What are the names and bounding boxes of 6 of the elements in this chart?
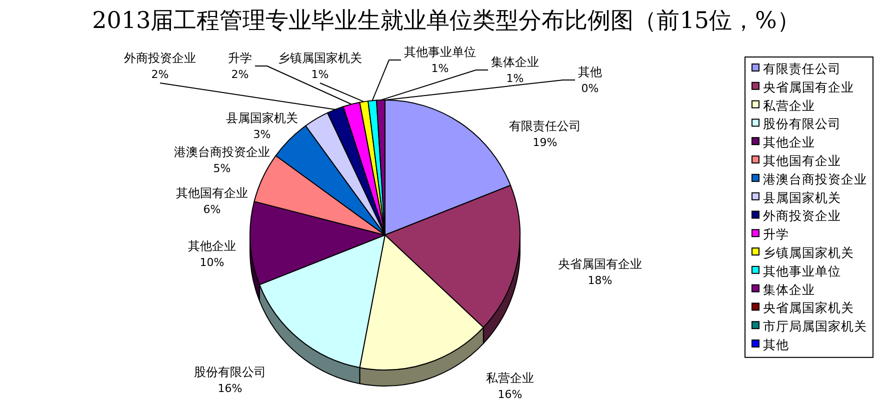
legend-label: 私营企业 xyxy=(763,98,815,113)
title: 2013届工程管理专业毕业生就业单位类型分布比例图（前15位，%） xyxy=(92,8,800,34)
legend-label: 其他 xyxy=(763,337,789,352)
legend-label: 升学 xyxy=(763,226,789,242)
legend-label: 其他企业 xyxy=(763,134,815,150)
legend-label: 集体企业 xyxy=(763,282,815,297)
